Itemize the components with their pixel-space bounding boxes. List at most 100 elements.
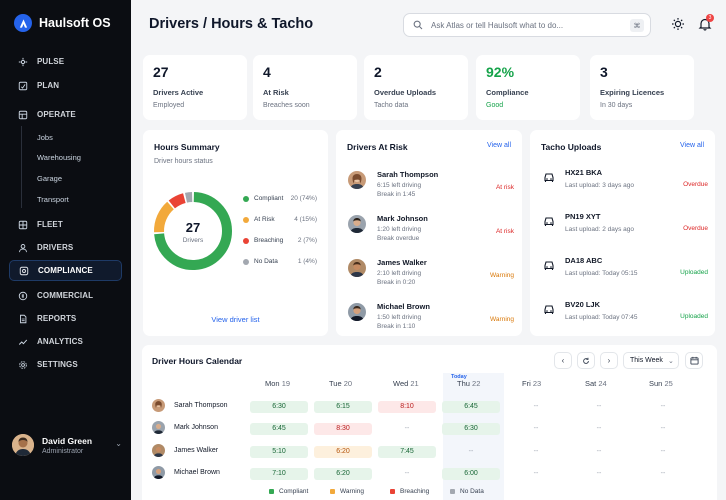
hours-cell[interactable]: 6:20 — [314, 468, 372, 480]
day-number: 23 — [532, 379, 542, 388]
subnav-garage[interactable]: Garage — [37, 174, 63, 183]
hours-cell[interactable]: -- — [468, 448, 474, 455]
hours-cell[interactable]: 7:10 — [250, 468, 308, 480]
hours-cell[interactable]: -- — [660, 448, 666, 455]
day-name: Mon — [265, 379, 280, 388]
tacho-row[interactable]: PN19 XYT Last upload: 2 days ago Overdue — [538, 208, 708, 248]
calendar-button[interactable] — [685, 352, 703, 369]
driver-hours-calendar: Driver Hours Calendar ‹ › This Week ⌄ Mo… — [142, 345, 717, 500]
day-number: 25 — [664, 379, 673, 388]
hours-cell[interactable]: -- — [596, 403, 602, 410]
view-driver-list-link[interactable]: View driver list — [211, 315, 260, 324]
hours-cell[interactable]: 6:30 — [250, 401, 308, 413]
hours-cell[interactable]: 5:10 — [250, 446, 308, 458]
hours-summary-card: Hours Summary Driver hours status 27 Dri… — [143, 130, 328, 336]
driver-risk-row[interactable]: Sarah Thompson 6:15 left driving Break i… — [344, 164, 514, 204]
search-bar[interactable]: ⌘ — [403, 13, 651, 37]
driver-risk-row[interactable]: Michael Brown 1:50 left driving Break in… — [344, 296, 514, 336]
refresh-button[interactable] — [577, 352, 595, 369]
subnav-transport[interactable]: Transport — [37, 195, 69, 204]
tacho-row[interactable]: DA18 ABC Last upload: Today 05:15 Upload… — [538, 252, 708, 292]
status-badge: Warning — [490, 316, 514, 323]
nav-pulse[interactable]: PULSE — [9, 51, 122, 72]
vehicle-reg: HX21 BKA — [565, 168, 603, 177]
kpi-card[interactable]: 27 Drivers Active Employed — [143, 55, 247, 120]
user-name: David Green — [42, 435, 93, 446]
hours-cell[interactable]: 8:10 — [378, 401, 436, 413]
nav-commercial[interactable]: COMMERCIAL — [9, 285, 122, 306]
legend-name: At Risk — [254, 216, 275, 223]
subnav-jobs[interactable]: Jobs — [37, 133, 53, 142]
driver-risk-row[interactable]: James Walker 2:10 left driving Break in … — [344, 252, 514, 292]
hours-cell[interactable]: -- — [596, 470, 602, 477]
day-number: 24 — [598, 379, 607, 388]
last-upload: Last upload: 2 days ago — [565, 226, 635, 233]
sun-icon[interactable] — [671, 17, 685, 31]
kpi-label: Expiring Licences — [600, 88, 665, 97]
hours-cell[interactable]: -- — [404, 425, 410, 432]
kpi-card[interactable]: 4 At Risk Breaches soon — [253, 55, 357, 120]
day-number: 20 — [343, 379, 353, 388]
hours-cell[interactable]: -- — [660, 403, 666, 410]
hours-cell[interactable]: 6:30 — [442, 423, 500, 435]
driver-avatar — [152, 421, 165, 434]
nav-compliance[interactable]: COMPLIANCE — [9, 260, 122, 281]
hours-cell[interactable]: -- — [404, 470, 410, 477]
status-badge: Uploaded — [680, 269, 708, 276]
hours-cell[interactable]: 6:45 — [250, 423, 308, 435]
user-menu[interactable]: David Green Administrator ⌄ — [12, 432, 122, 458]
break-info: Break overdue — [377, 235, 420, 242]
kpi-card[interactable]: 3 Expiring Licences In 30 days — [590, 55, 694, 120]
donut-slice-compliant — [154, 192, 232, 270]
hours-cell[interactable]: -- — [533, 403, 539, 410]
hours-cell[interactable]: -- — [533, 425, 539, 432]
chevron-left-icon: ‹ — [561, 356, 565, 365]
hours-cell[interactable]: -- — [660, 425, 666, 432]
nav-label: ANALYTICS — [37, 337, 83, 346]
prev-week-button[interactable]: ‹ — [554, 352, 572, 369]
nav-analytics[interactable]: ANALYTICS — [9, 331, 122, 352]
hours-cell[interactable]: -- — [660, 470, 666, 477]
subnav-warehousing[interactable]: Warehousing — [37, 153, 81, 162]
kpi-card[interactable]: 2 Overdue Uploads Tacho data — [364, 55, 468, 120]
nav-settings[interactable]: SETTINGS — [9, 354, 122, 375]
hours-cell[interactable]: 6:20 — [314, 446, 372, 458]
hours-cell[interactable]: 7:45 — [378, 446, 436, 458]
hours-cell[interactable]: -- — [596, 448, 602, 455]
hours-cell[interactable]: 6:45 — [442, 401, 500, 413]
calendar-icon — [689, 356, 699, 365]
view-all-link[interactable]: View all — [680, 142, 704, 149]
nav-label: COMMERCIAL — [37, 291, 94, 300]
week-range-label: This Week — [630, 357, 663, 364]
donut-slice-breaching — [168, 193, 186, 209]
tacho-row[interactable]: BV20 LJK Last upload: Today 07:45 Upload… — [538, 296, 708, 336]
calendar-driver-name: Mark Johnson — [174, 424, 218, 431]
break-info: Break in 0:20 — [377, 279, 416, 286]
legend-value: 20 (74%) — [290, 195, 317, 202]
hours-cell[interactable]: 6:15 — [314, 401, 372, 413]
hours-cell[interactable]: -- — [533, 470, 539, 477]
kpi-label: Drivers Active — [153, 88, 204, 97]
next-week-button[interactable]: › — [600, 352, 618, 369]
kpi-card[interactable]: 92% Compliance Good — [476, 55, 580, 120]
chevron-down-icon[interactable]: ⌄ — [115, 439, 122, 448]
week-range-select[interactable]: This Week ⌄ — [623, 352, 679, 369]
nav-operate[interactable]: OPERATE — [9, 104, 122, 125]
driver-risk-row[interactable]: Mark Johnson 1:20 left driving Break ove… — [344, 208, 514, 248]
search-input[interactable] — [431, 20, 621, 30]
shortcut-key: ⌘ — [630, 19, 644, 32]
view-all-link[interactable]: View all — [487, 142, 511, 149]
driver-name: Mark Johnson — [377, 214, 428, 223]
hours-cell[interactable]: 6:00 — [442, 468, 500, 480]
brand[interactable]: Haulsoft OS — [14, 14, 111, 32]
tacho-row[interactable]: HX21 BKA Last upload: 3 days ago Overdue — [538, 164, 708, 204]
nav-fleet[interactable]: FLEET — [9, 214, 122, 235]
hours-cell[interactable]: -- — [596, 425, 602, 432]
nav-drivers[interactable]: DRIVERS — [9, 237, 122, 258]
nav-plan[interactable]: PLAN — [9, 75, 122, 96]
day-header: Fri 23 — [522, 379, 541, 388]
driving-left: 1:20 left driving — [377, 226, 422, 233]
hours-cell[interactable]: 8:30 — [314, 423, 372, 435]
nav-reports[interactable]: REPORTS — [9, 308, 122, 329]
hours-cell[interactable]: -- — [533, 448, 539, 455]
